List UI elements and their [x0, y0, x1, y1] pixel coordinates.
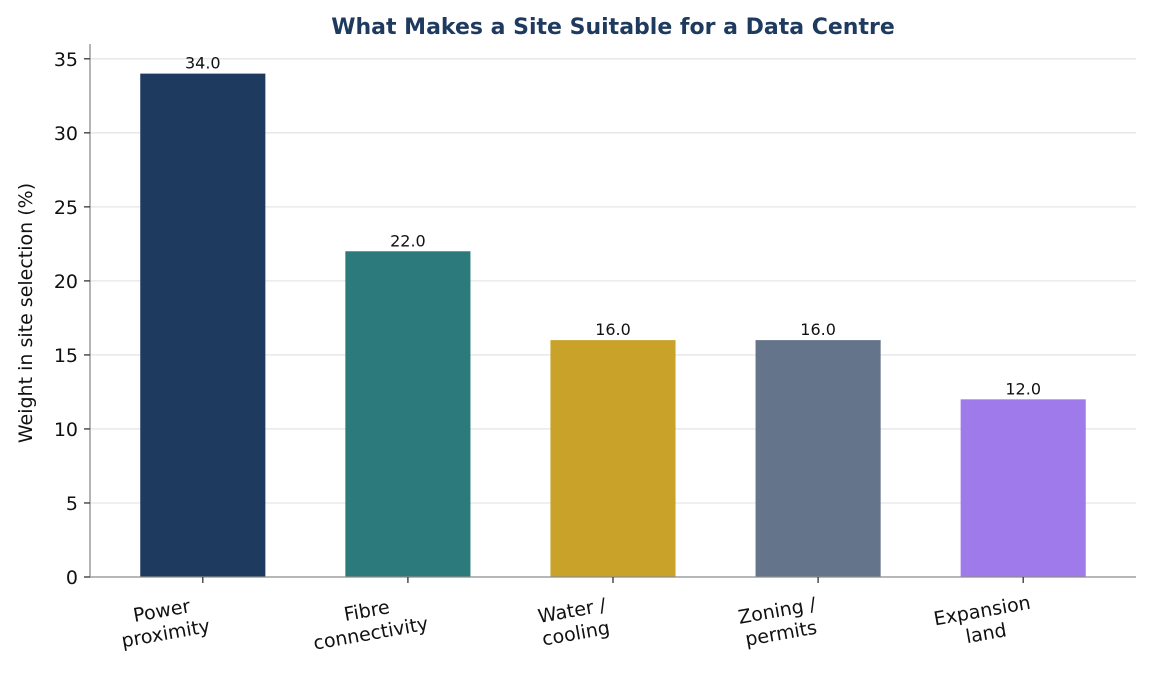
bar [755, 340, 881, 577]
x-ticks: Powerproximity Fibreconnectivity Water /co… [116, 577, 1036, 655]
x-tick-text: Zoning /permits [736, 593, 822, 651]
y-tick-label: 35 [54, 49, 78, 71]
bar [140, 73, 266, 577]
y-axis-label: Weight in site selection (%) [15, 183, 37, 443]
bar [345, 251, 471, 577]
y-tick-label: 30 [54, 123, 78, 145]
value-label: 16.0 [800, 320, 836, 339]
x-tick-text: Expansionland [932, 592, 1036, 653]
value-label: 12.0 [1005, 379, 1041, 398]
y-tick-label: 10 [54, 419, 78, 441]
x-tick-label: Water /cooling [536, 594, 612, 650]
y-ticks: 0 5 10 15 20 25 30 35 [54, 49, 90, 589]
y-tick-label: 0 [66, 567, 78, 589]
y-tick-label: 20 [54, 271, 78, 293]
x-tick-text: Fibreconnectivity [308, 590, 430, 655]
value-label: 34.0 [185, 54, 221, 73]
value-label: 22.0 [390, 231, 426, 250]
value-label: 16.0 [595, 320, 631, 339]
x-tick-text: Water /cooling [536, 594, 612, 650]
bar [550, 340, 676, 577]
chart-title: What Makes a Site Suitable for a Data Ce… [331, 15, 895, 40]
value-labels: 34.0 22.0 16.0 16.0 12.0 [185, 54, 1041, 399]
x-tick-text: Powerproximity [116, 592, 212, 652]
bars [140, 73, 1086, 577]
y-tick-label: 25 [54, 197, 78, 219]
y-tick-label: 5 [66, 493, 78, 515]
x-tick-label: Powerproximity [116, 592, 212, 652]
x-tick-label: Zoning /permits [736, 593, 822, 651]
y-tick-label: 15 [54, 345, 78, 367]
bar [960, 399, 1086, 577]
x-tick-label: Fibreconnectivity [308, 590, 430, 655]
x-tick-label: Expansionland [932, 592, 1036, 653]
